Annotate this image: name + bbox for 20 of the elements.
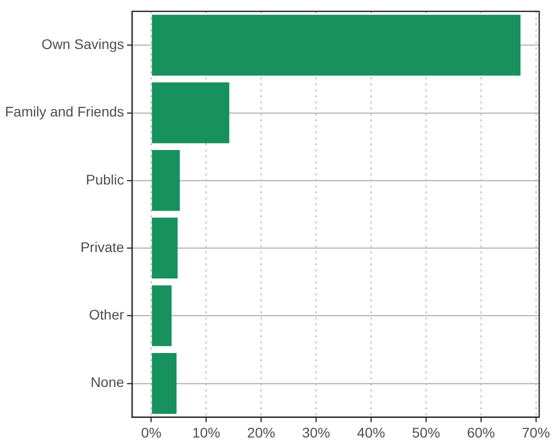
bar [152,285,172,346]
bar [152,352,177,414]
y-tick-label: Other [89,306,124,323]
y-tick-label: Own Savings [42,36,124,52]
y-tick-label: None [90,374,124,390]
x-tick-label: 0% [141,424,162,440]
y-tick-label: Private [80,238,124,255]
x-tick-label: 60% [466,424,495,440]
bar [152,14,521,76]
x-tick-label: 30% [302,424,330,440]
bar [152,218,178,279]
y-tick-label: Family and Friends [4,104,124,120]
y-tick-label: Public [86,171,124,188]
x-tick-label: 40% [357,424,386,440]
bar [152,82,230,144]
x-tick-label: 50% [412,424,440,440]
bar [152,150,180,211]
x-tick-label: 20% [247,424,276,440]
x-tick-label: 70% [522,424,550,440]
x-tick-label: 10% [192,424,220,440]
